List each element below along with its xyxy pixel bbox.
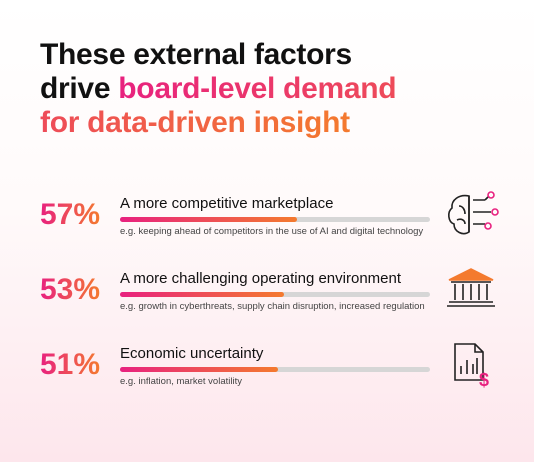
category-label: Economic uncertainty [120,345,264,362]
category-label: A more challenging operating environment [120,270,402,287]
value-label: 53% [40,270,100,310]
title-highlight: board-level demand for data-driven insig… [40,72,397,139]
factor-row: 51% Economic uncertainty e.g. inflation, m… [0,345,534,405]
title-plain: These external factors drive [40,38,352,105]
category-label: A more competitive marketplace [120,195,334,212]
description: e.g. inflation, market volatility [120,376,242,387]
svg-text:$: $ [479,370,489,390]
bar-track [120,292,430,297]
factor-row: 57% A more competitive marketplace e.g. ke… [0,195,534,255]
bank-icon [447,268,495,307]
description: e.g. growth in cyberthreats, supply chai… [120,301,425,312]
bar-track [120,367,430,372]
title: These external factors drive board-level… [40,38,425,140]
bar-track [120,217,430,222]
value-label: 57% [40,195,100,235]
bar [120,367,279,372]
value-label: 51% [40,345,100,385]
description: e.g. keeping ahead of competitors in the… [120,226,424,237]
bar [120,292,285,297]
factor-row: 53% A more challenging operating environm… [0,270,534,330]
bar [120,217,297,222]
report-icon: $ [454,343,489,390]
brain-icon [448,191,499,235]
